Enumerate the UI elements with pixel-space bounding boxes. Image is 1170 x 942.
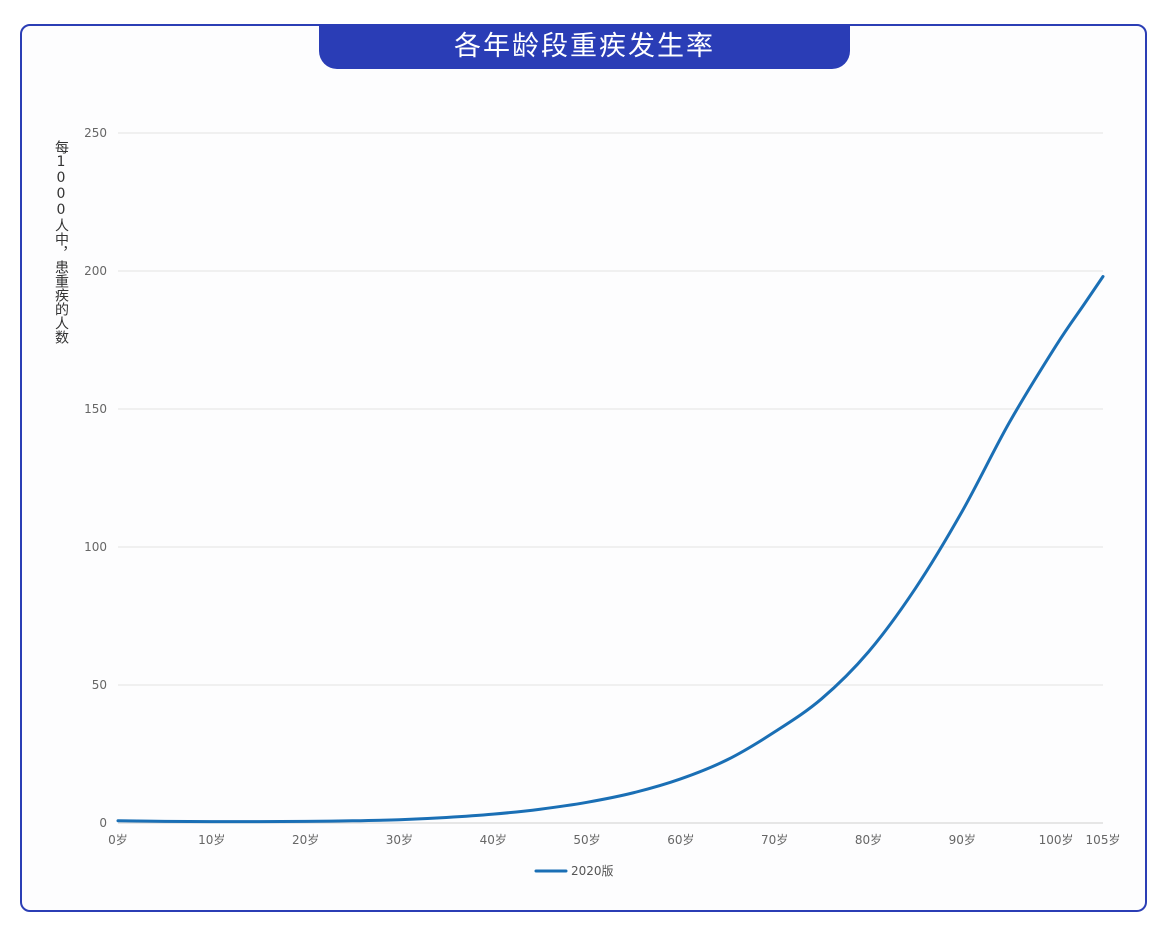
y-tick-label: 0: [99, 816, 107, 830]
series-layer: [116, 275, 1105, 824]
x-tick-label: 70岁: [761, 832, 788, 847]
x-tick-label: 60岁: [667, 832, 694, 847]
y-axis-label: 每1000人中，患重疾的人数: [53, 140, 69, 344]
y-tick-label: 200: [84, 264, 107, 278]
x-tick-label: 30岁: [386, 832, 413, 847]
x-tick-label: 80岁: [855, 832, 882, 847]
y-axis-ticks: 0 50 100 150 200 250: [84, 126, 107, 830]
gridlines: [118, 132, 1103, 824]
x-tick-label: 20岁: [292, 832, 319, 847]
y-tick-label: 150: [84, 402, 107, 416]
x-tick-label: 40岁: [480, 832, 507, 847]
chart-title: 各年龄段重疾发生率: [319, 24, 850, 69]
y-tick-label: 100: [84, 540, 107, 554]
legend-label[interactable]: 2020版: [571, 864, 614, 878]
y-tick-label: 50: [92, 678, 107, 692]
chart-card: [20, 24, 1147, 912]
x-axis-ticks: 0岁 10岁 20岁 30岁 40岁 50岁 60岁 70岁 80岁 90岁 100岁 105岁: [108, 832, 1120, 847]
x-tick-label: 10岁: [198, 832, 225, 847]
series-line-0: [116, 275, 1105, 824]
y-tick-label: 250: [84, 126, 107, 140]
x-tick-label: 50岁: [573, 832, 600, 847]
x-tick-label: 105岁: [1086, 832, 1121, 847]
legend[interactable]: 2020版: [534, 864, 614, 878]
x-tick-label: 90岁: [949, 832, 976, 847]
x-tick-label: 0岁: [108, 832, 128, 847]
x-tick-label: 100岁: [1039, 832, 1074, 847]
